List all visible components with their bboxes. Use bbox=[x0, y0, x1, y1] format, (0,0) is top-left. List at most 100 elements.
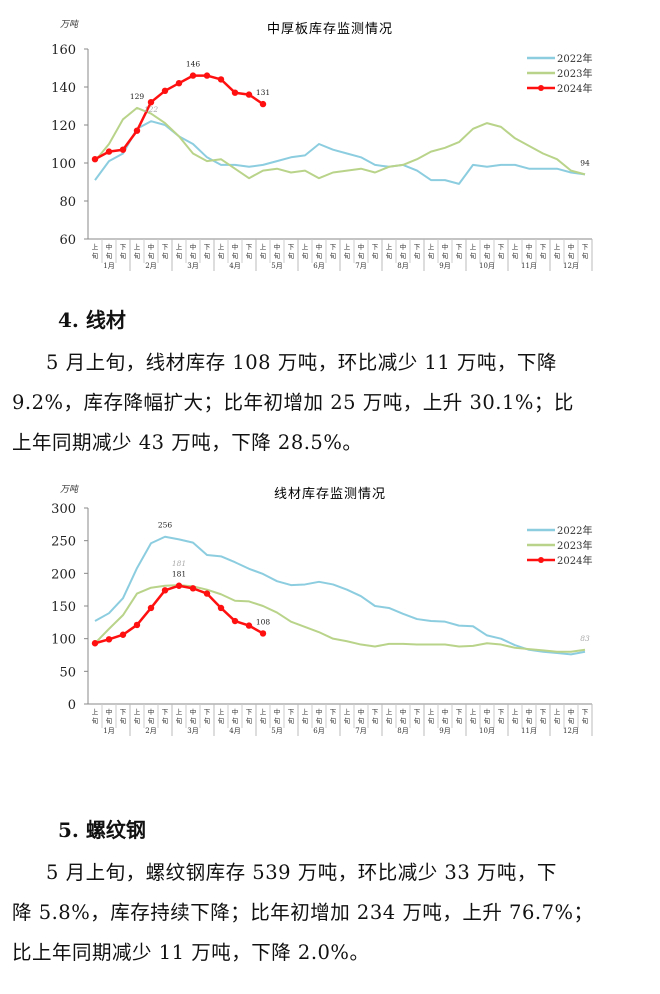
x-month-label: 3月 bbox=[187, 727, 198, 735]
x-period-label: 中 bbox=[148, 242, 155, 251]
x-period-label: 下 bbox=[498, 243, 505, 251]
data-point bbox=[147, 604, 155, 612]
x-period-label: 旬 bbox=[218, 716, 225, 725]
x-period-label: 上 bbox=[554, 242, 561, 251]
x-period-label: 中 bbox=[274, 242, 281, 251]
x-period-label: 下 bbox=[162, 708, 169, 716]
x-period-label: 上 bbox=[428, 242, 435, 251]
x-period-label: 下 bbox=[372, 243, 379, 251]
x-month-label: 1月 bbox=[103, 262, 114, 270]
data-label: 131 bbox=[256, 88, 270, 97]
x-period-label: 旬 bbox=[386, 251, 393, 260]
x-month-label: 12月 bbox=[563, 727, 579, 735]
x-period-label: 上 bbox=[470, 242, 477, 251]
x-period-label: 下 bbox=[330, 708, 337, 716]
x-month-label: 7月 bbox=[355, 262, 366, 270]
data-point bbox=[259, 630, 267, 637]
x-period-label: 旬 bbox=[414, 716, 421, 725]
data-point bbox=[203, 72, 211, 79]
x-month-label: 9月 bbox=[439, 262, 450, 270]
data-point bbox=[217, 76, 225, 83]
data-point bbox=[203, 590, 211, 597]
x-period-label: 旬 bbox=[470, 251, 477, 260]
x-period-label: 上 bbox=[344, 707, 351, 716]
legend-label: 2023年 bbox=[557, 539, 592, 552]
x-period-label: 旬 bbox=[344, 716, 351, 725]
x-period-label: 旬 bbox=[428, 251, 435, 260]
y-tick-label: 0 bbox=[68, 698, 76, 713]
data-point bbox=[91, 640, 99, 647]
x-period-label: 中 bbox=[106, 242, 113, 251]
x-period-label: 旬 bbox=[330, 251, 337, 260]
data-point bbox=[175, 80, 183, 87]
x-period-label: 旬 bbox=[316, 716, 323, 725]
x-month-label: 5月 bbox=[271, 262, 282, 270]
x-period-label: 上 bbox=[260, 242, 267, 251]
data-label: 146 bbox=[186, 60, 201, 69]
x-period-label: 中 bbox=[358, 707, 365, 716]
x-period-label: 旬 bbox=[260, 716, 267, 725]
series-line-2022 bbox=[94, 535, 586, 656]
x-period-label: 旬 bbox=[442, 716, 449, 725]
paragraph-line: 上年同期减少 43 万吨，下降 28.5%。 bbox=[12, 431, 363, 454]
data-point bbox=[245, 622, 253, 629]
x-period-label: 中 bbox=[190, 242, 197, 251]
x-period-label: 旬 bbox=[260, 251, 267, 260]
x-period-label: 下 bbox=[540, 243, 547, 251]
x-period-label: 下 bbox=[456, 708, 463, 716]
y-tick-label: 60 bbox=[59, 233, 76, 248]
y-tick-label: 100 bbox=[51, 157, 76, 172]
data-label: 129 bbox=[130, 92, 145, 101]
x-period-label: 上 bbox=[218, 707, 225, 716]
x-period-label: 旬 bbox=[120, 251, 127, 260]
x-period-label: 旬 bbox=[526, 251, 533, 260]
data-label: 181 bbox=[172, 570, 186, 579]
y-tick-label: 150 bbox=[51, 600, 76, 615]
legend-marker bbox=[538, 85, 544, 91]
x-period-label: 旬 bbox=[554, 251, 561, 260]
data-point bbox=[231, 89, 239, 96]
x-period-label: 上 bbox=[134, 242, 141, 251]
x-period-label: 旬 bbox=[274, 251, 281, 260]
data-label: 83 bbox=[580, 634, 590, 643]
x-period-label: 旬 bbox=[568, 251, 575, 260]
x-period-label: 旬 bbox=[498, 716, 505, 725]
y-tick-label: 120 bbox=[51, 119, 76, 134]
x-period-label: 旬 bbox=[372, 251, 379, 260]
paragraph-line: 比上年同期减少 11 万吨，下降 2.0%。 bbox=[12, 941, 370, 964]
paragraph-line: 5 月上旬，线材库存 108 万吨，环比减少 11 万吨，下降 bbox=[46, 351, 557, 374]
x-period-label: 下 bbox=[456, 243, 463, 251]
data-point bbox=[231, 617, 239, 625]
data-point bbox=[133, 621, 141, 629]
x-period-label: 上 bbox=[470, 707, 477, 716]
x-period-label: 旬 bbox=[134, 716, 141, 725]
x-period-label: 下 bbox=[414, 708, 421, 716]
x-period-label: 旬 bbox=[190, 251, 197, 260]
legend-label: 2022年 bbox=[557, 52, 592, 65]
x-period-label: 旬 bbox=[162, 716, 169, 725]
series-line-2024 bbox=[94, 74, 264, 161]
x-period-label: 旬 bbox=[106, 251, 113, 260]
x-period-label: 旬 bbox=[470, 716, 477, 725]
x-period-label: 旬 bbox=[176, 251, 183, 260]
x-period-label: 旬 bbox=[288, 251, 295, 260]
x-period-label: 旬 bbox=[302, 716, 309, 725]
y-tick-label: 200 bbox=[51, 567, 76, 582]
x-period-label: 旬 bbox=[358, 251, 365, 260]
data-point bbox=[119, 146, 127, 153]
x-period-label: 中 bbox=[148, 707, 155, 716]
chart-title: 中厚板库存监测情况 bbox=[267, 21, 393, 37]
x-period-label: 上 bbox=[176, 242, 183, 251]
x-period-label: 旬 bbox=[512, 251, 519, 260]
data-point bbox=[189, 72, 197, 79]
x-month-label: 11月 bbox=[521, 727, 537, 735]
x-period-label: 下 bbox=[330, 243, 337, 251]
x-period-label: 旬 bbox=[540, 716, 547, 725]
data-point bbox=[189, 585, 197, 592]
data-point bbox=[147, 99, 155, 106]
x-period-label: 中 bbox=[274, 707, 281, 716]
x-period-label: 中 bbox=[526, 242, 533, 251]
y-tick-label: 160 bbox=[51, 43, 76, 58]
x-period-label: 旬 bbox=[484, 716, 491, 725]
x-period-label: 旬 bbox=[204, 716, 211, 725]
